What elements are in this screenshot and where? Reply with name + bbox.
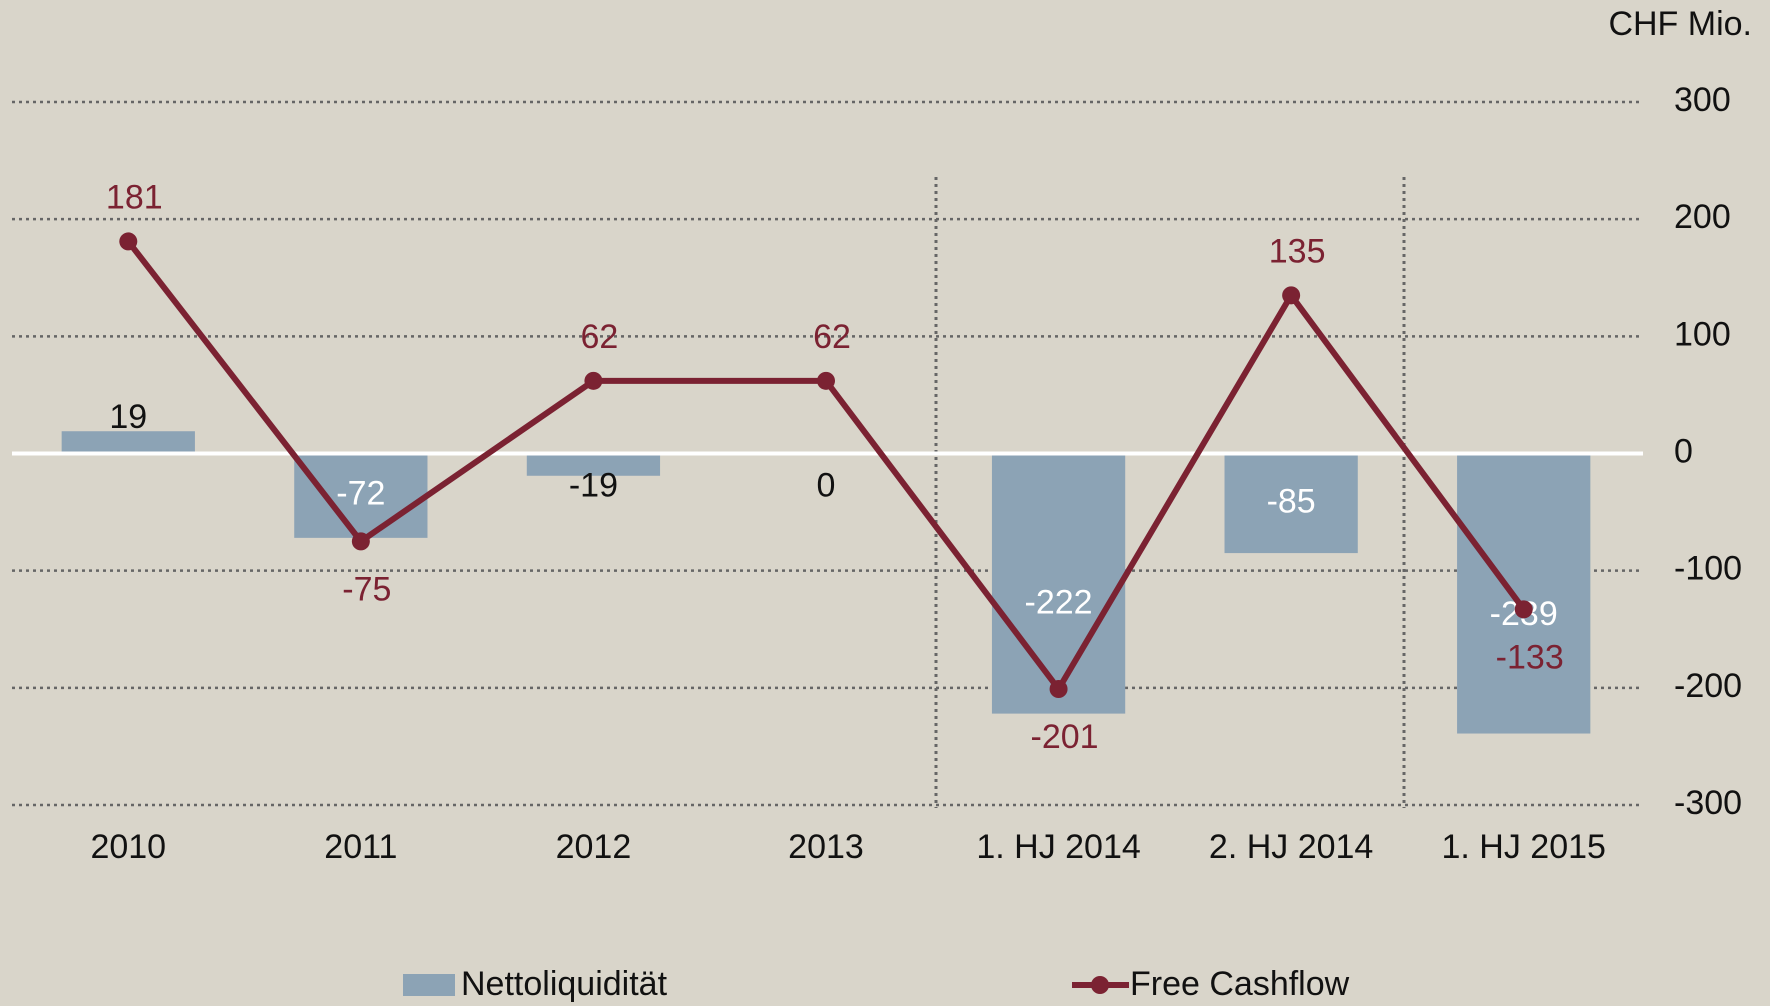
y-tick-label: -200 xyxy=(1674,667,1742,705)
legend-swatch xyxy=(403,974,455,996)
line-value-label: 181 xyxy=(106,178,163,216)
line-value-label: -201 xyxy=(1031,718,1099,756)
y-tick-label: 200 xyxy=(1674,198,1731,236)
bar xyxy=(526,453,661,476)
x-tick-label: 2012 xyxy=(556,828,632,866)
bar-value-label: -19 xyxy=(569,466,618,504)
line-point xyxy=(1282,286,1301,305)
bar xyxy=(294,453,428,538)
x-tick-label: 1. HJ 2015 xyxy=(1441,828,1605,866)
bar-value-label: -85 xyxy=(1267,482,1316,520)
bar-value-label: -72 xyxy=(336,475,385,513)
bar-value-label: 0 xyxy=(817,466,836,504)
x-tick-label: 2. HJ 2014 xyxy=(1209,828,1373,866)
y-tick-label: -100 xyxy=(1674,550,1742,588)
x-tick-label: 1. HJ 2014 xyxy=(976,828,1140,866)
line-value-label: 62 xyxy=(581,318,619,356)
line-value-label: -75 xyxy=(342,570,391,608)
x-tick-label: 2013 xyxy=(788,828,864,866)
bar xyxy=(1224,453,1358,554)
x-tick-label: 2011 xyxy=(324,828,397,866)
y-tick-label: -300 xyxy=(1674,784,1742,822)
bar xyxy=(1457,453,1591,734)
y-tick-label: 0 xyxy=(1674,432,1693,470)
line-point xyxy=(584,371,603,390)
line-point xyxy=(1049,680,1068,699)
line-point xyxy=(817,371,835,390)
line-point xyxy=(351,532,370,551)
bar-value-label: 19 xyxy=(109,398,147,436)
line-point xyxy=(1514,600,1533,619)
y-tick-label: 100 xyxy=(1674,315,1731,353)
legend-label: Nettoliquidität xyxy=(461,965,668,1003)
line-value-label: 62 xyxy=(813,318,851,356)
bar xyxy=(61,431,195,454)
line-value-label: -133 xyxy=(1496,638,1564,676)
x-tick-label: 2010 xyxy=(90,828,166,866)
line-point xyxy=(119,232,138,251)
bar xyxy=(991,453,1126,714)
line-value-label: 135 xyxy=(1269,232,1326,270)
legend-swatch xyxy=(1091,976,1109,994)
legend-label: Free Cashflow xyxy=(1130,965,1350,1003)
unit-label: CHF Mio. xyxy=(1608,5,1752,43)
y-tick-label: 300 xyxy=(1674,81,1731,119)
bar-value-label: -222 xyxy=(1025,583,1093,621)
